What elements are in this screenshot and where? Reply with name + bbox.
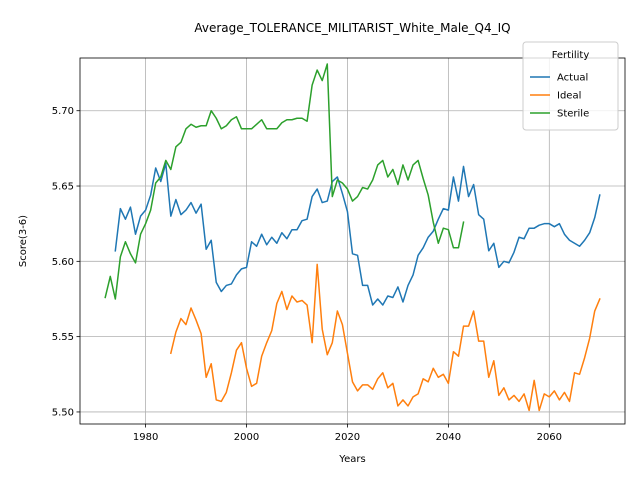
x-tick-label: 2040 bbox=[436, 432, 461, 443]
y-tick-label: 5.70 bbox=[52, 106, 74, 117]
series-lines bbox=[104, 63, 601, 412]
x-axis-label: Years bbox=[338, 454, 365, 465]
legend-label-sterile: Sterile bbox=[557, 109, 589, 120]
plot-frame bbox=[79, 57, 626, 425]
x-tick-label: 2020 bbox=[335, 432, 360, 443]
series-line-sterile bbox=[104, 63, 465, 300]
series-line-actual bbox=[114, 162, 601, 306]
x-axis-ticks: 1980 2000 2020 2040 2060 bbox=[133, 424, 562, 443]
y-tick-label: 5.60 bbox=[52, 257, 74, 268]
y-axis-ticks: 5.50 5.55 5.60 5.65 5.70 bbox=[52, 106, 80, 418]
series-line-ideal bbox=[169, 263, 601, 412]
x-tick-label: 2000 bbox=[234, 432, 259, 443]
legend-items: Actual Ideal Sterile bbox=[530, 73, 589, 120]
x-tick-label: 2060 bbox=[537, 432, 562, 443]
y-tick-label: 5.50 bbox=[52, 407, 74, 418]
legend-label-actual: Actual bbox=[557, 73, 588, 84]
y-tick-label: 5.65 bbox=[52, 182, 74, 193]
legend-box bbox=[522, 41, 619, 131]
x-tick-label: 1980 bbox=[133, 432, 158, 443]
chart-title: Average_TOLERANCE_MILITARIST_White_Male_… bbox=[194, 21, 510, 35]
legend-label-ideal: Ideal bbox=[557, 91, 581, 102]
legend: Fertility Actual Ideal Sterile bbox=[522, 41, 619, 131]
y-axis-label: Score(3-6) bbox=[18, 215, 29, 267]
legend-title: Fertility bbox=[552, 50, 590, 61]
y-tick-label: 5.55 bbox=[52, 332, 74, 343]
